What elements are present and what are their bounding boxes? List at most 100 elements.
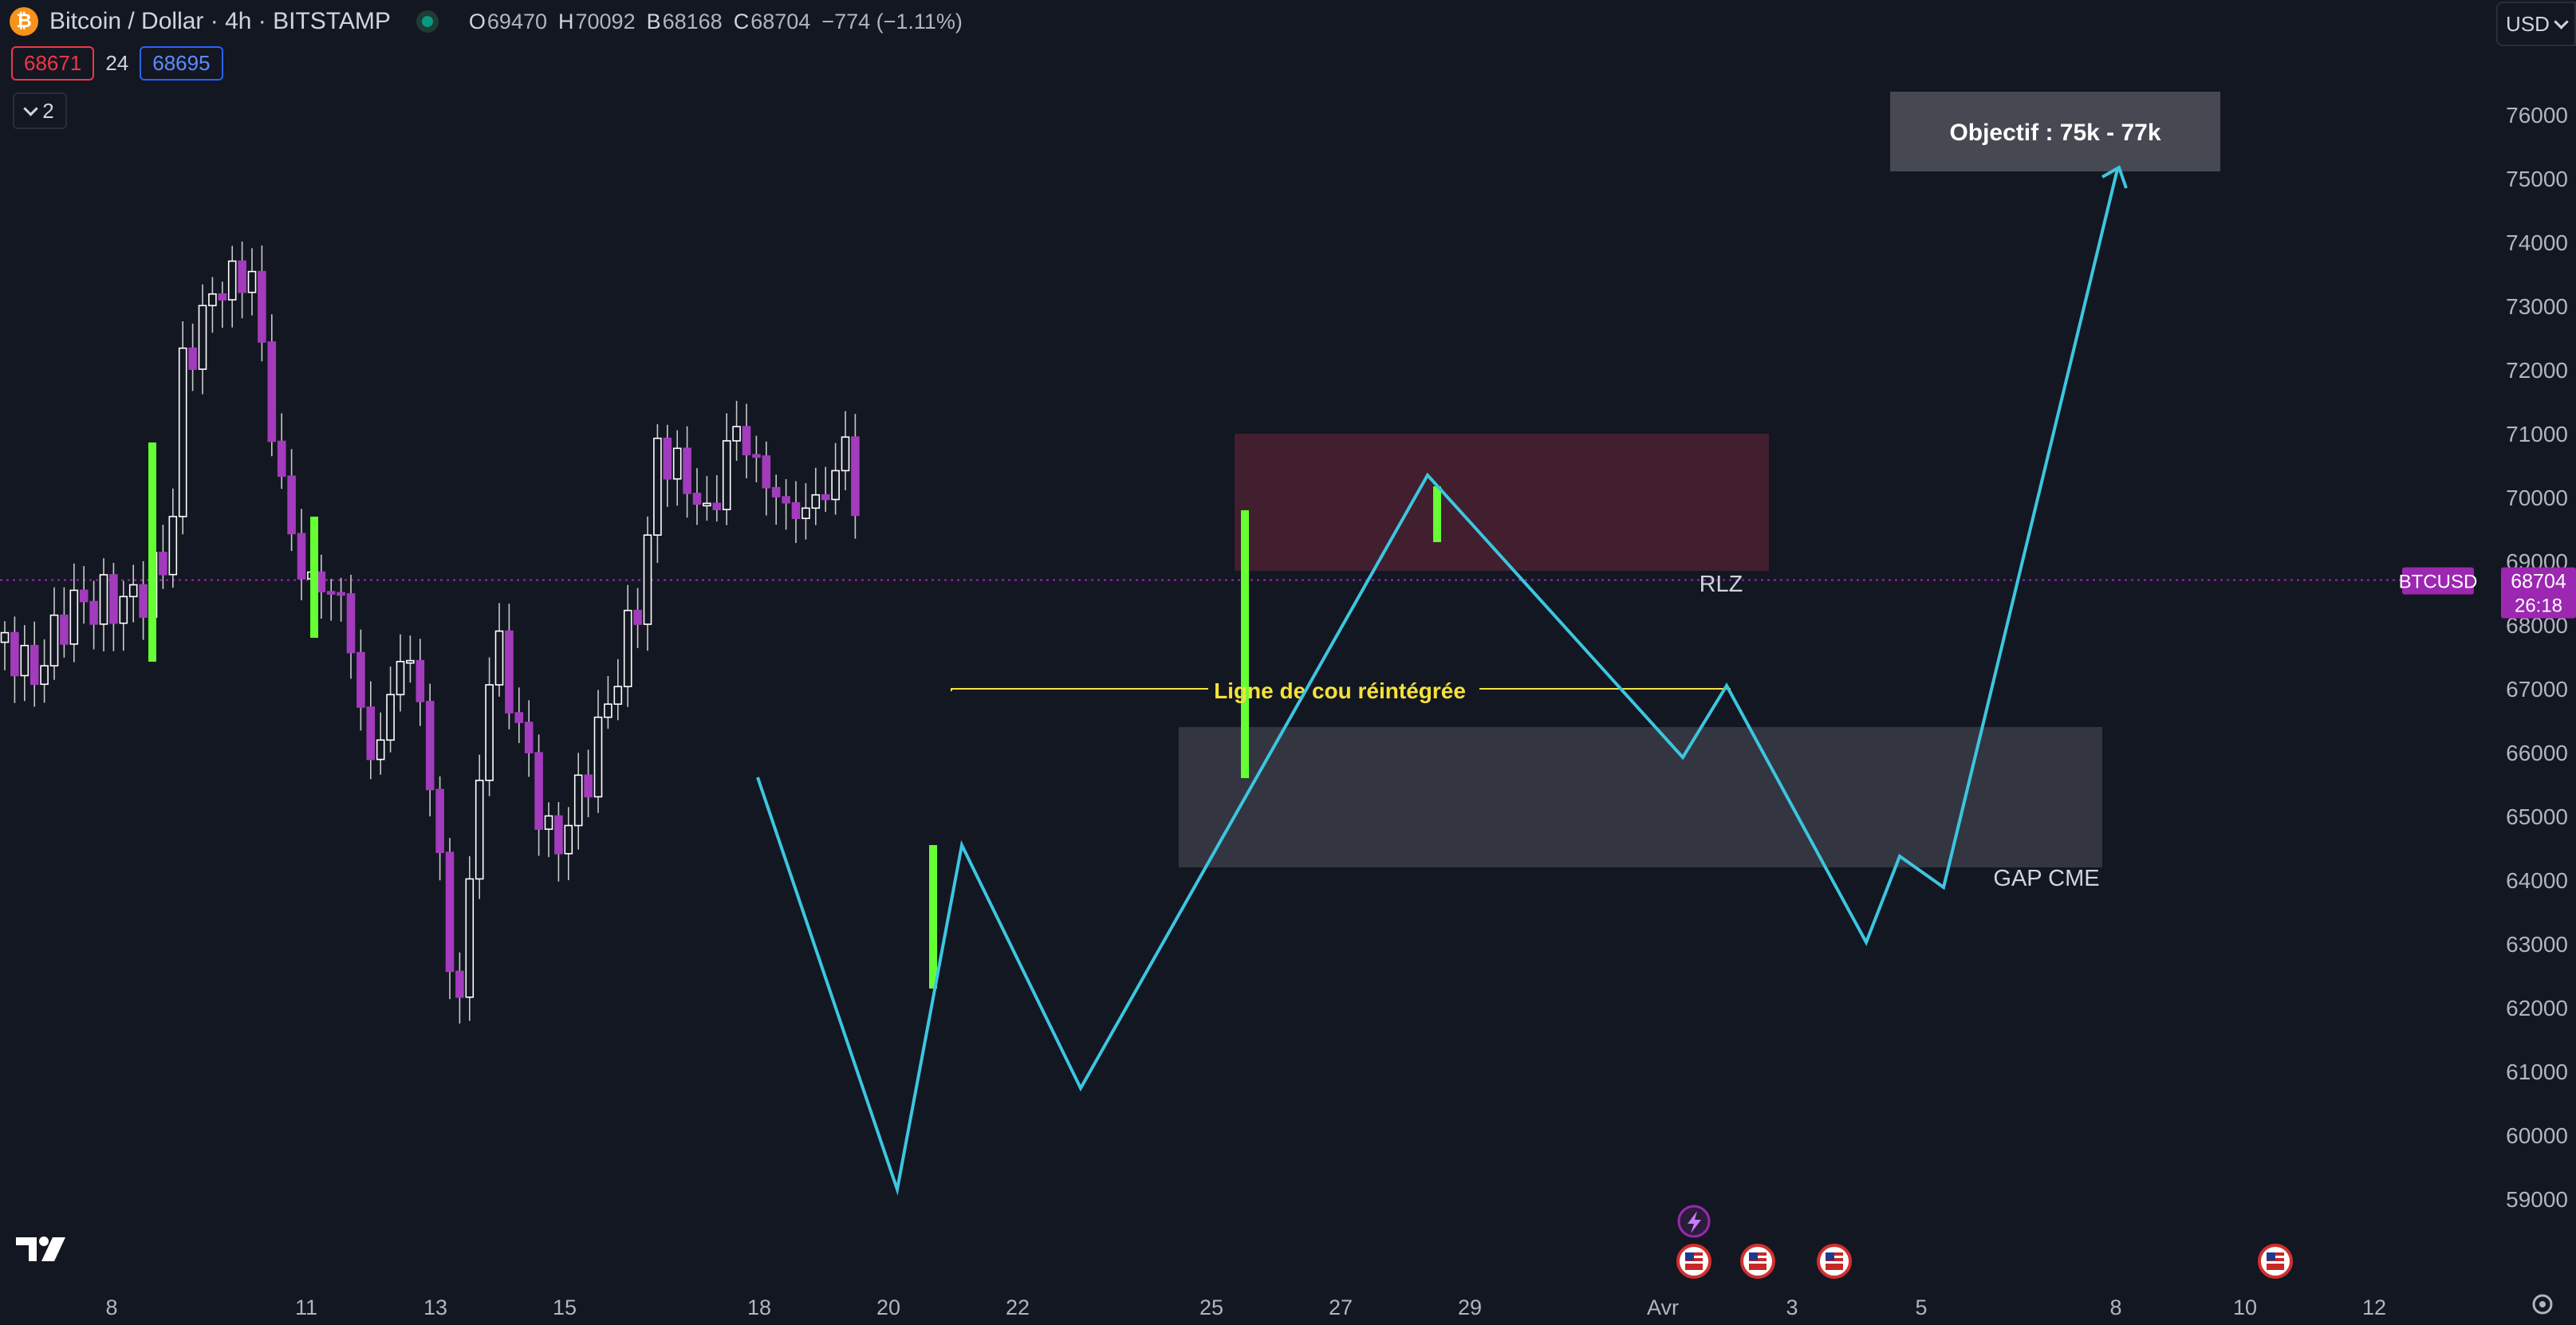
candle-body xyxy=(69,589,79,645)
candle xyxy=(762,441,771,516)
price-axis-tick: 71000 xyxy=(2506,422,2568,446)
candle-body xyxy=(762,455,771,489)
price-axis-tick: 64000 xyxy=(2506,868,2568,893)
price-axis-tick: 62000 xyxy=(2506,996,2568,1020)
rlz-zone[interactable] xyxy=(1235,434,1769,571)
price-axis-tick: 63000 xyxy=(2506,932,2568,957)
candle-body xyxy=(287,475,296,535)
candle-body xyxy=(663,437,672,480)
candle xyxy=(337,577,345,622)
candle xyxy=(584,749,593,818)
us-flag-event-icon[interactable] xyxy=(2258,1244,2293,1279)
candle xyxy=(633,588,642,648)
candle-body xyxy=(317,571,326,592)
highlight-candle xyxy=(929,845,937,989)
candle xyxy=(128,564,138,623)
pattern-projection-line[interactable] xyxy=(756,168,2119,1196)
candle-body xyxy=(40,665,49,686)
candle xyxy=(99,558,108,652)
candle xyxy=(159,525,167,589)
price-axis-tick: 61000 xyxy=(2506,1060,2568,1084)
candle xyxy=(386,666,395,753)
candle-body xyxy=(99,574,108,625)
tradingview-logo-icon[interactable] xyxy=(16,1237,65,1261)
candle-body xyxy=(208,293,217,307)
candle xyxy=(79,566,89,624)
time-axis-tick: 22 xyxy=(1006,1296,1030,1319)
candle-body xyxy=(703,502,711,507)
candle xyxy=(168,488,178,588)
symbol-title[interactable]: Bitcoin / Dollar · 4h · BITSTAMP xyxy=(49,8,391,34)
candle xyxy=(227,246,237,328)
candle xyxy=(297,509,306,600)
us-flag-event-icon[interactable] xyxy=(1817,1244,1852,1279)
candle xyxy=(782,478,790,530)
candle xyxy=(20,625,30,702)
bitcoin-logo-icon[interactable]: ₿ xyxy=(10,7,38,36)
candle xyxy=(277,413,286,490)
ohlc-values: O69470 H70092 B68168 C68704 −774 (−1.11%… xyxy=(469,10,963,34)
highlight-candle xyxy=(1241,510,1249,778)
time-axis-tick: 8 xyxy=(105,1296,117,1319)
candle xyxy=(247,248,257,316)
ohlc-close: C68704 xyxy=(733,9,811,33)
candle-body xyxy=(811,493,821,509)
candle xyxy=(791,481,801,544)
candle xyxy=(445,838,455,1000)
candle-body xyxy=(465,878,475,998)
candle xyxy=(524,700,534,777)
candle xyxy=(267,314,277,457)
candle xyxy=(534,734,543,856)
candle-body xyxy=(267,341,277,442)
symbol-tag-label: BTCUSD xyxy=(2399,572,2478,593)
indicators-toggle-button[interactable]: 2 xyxy=(13,92,67,129)
candle-body xyxy=(672,447,682,480)
candle xyxy=(178,321,187,535)
symbol-tag[interactable] xyxy=(2402,567,2474,595)
candle-body xyxy=(851,436,860,517)
target-box[interactable] xyxy=(1890,92,2220,171)
candle-body xyxy=(633,609,642,625)
candle xyxy=(613,659,623,721)
candle xyxy=(544,802,553,858)
us-flag-event-icon[interactable] xyxy=(1740,1244,1775,1279)
candle xyxy=(742,403,751,478)
candle-body xyxy=(544,815,553,830)
candle xyxy=(851,414,860,539)
gap-cme-zone[interactable] xyxy=(1179,727,2102,867)
candle xyxy=(425,683,435,817)
gear-icon[interactable] xyxy=(2532,1294,2553,1315)
candle xyxy=(653,424,662,564)
price-tag[interactable] xyxy=(2501,567,2576,619)
candle-body xyxy=(297,533,306,580)
sell-button[interactable]: 68671 xyxy=(11,46,95,81)
candle xyxy=(643,516,652,651)
candle xyxy=(60,587,69,658)
time-axis-tick: 18 xyxy=(747,1296,771,1319)
price-axis-tick: 59000 xyxy=(2506,1187,2568,1212)
candle-body xyxy=(821,493,830,501)
candle xyxy=(435,776,444,881)
spread-value: 24 xyxy=(105,51,129,75)
currency-selector[interactable]: USD xyxy=(2496,2,2576,46)
candle-body xyxy=(258,270,266,343)
candle xyxy=(346,574,356,679)
neckline-label: Ligne de cou réintégrée xyxy=(1214,678,1466,703)
candle-body xyxy=(435,788,444,853)
candle-body xyxy=(247,270,257,293)
candle xyxy=(416,639,425,726)
candle-body xyxy=(198,305,207,370)
candle xyxy=(406,635,415,683)
us-flag-event-icon[interactable] xyxy=(1676,1244,1711,1279)
candle xyxy=(771,474,781,525)
buy-button[interactable]: 68695 xyxy=(140,46,223,81)
candle xyxy=(802,483,810,540)
lightning-event-icon[interactable] xyxy=(1677,1205,1711,1238)
candle-body xyxy=(584,774,593,798)
price-tag-countdown: 26:18 xyxy=(2515,596,2562,617)
ohlc-low: B68168 xyxy=(646,9,723,33)
candle-body xyxy=(683,447,691,494)
candle xyxy=(663,424,672,507)
candle xyxy=(573,753,583,850)
